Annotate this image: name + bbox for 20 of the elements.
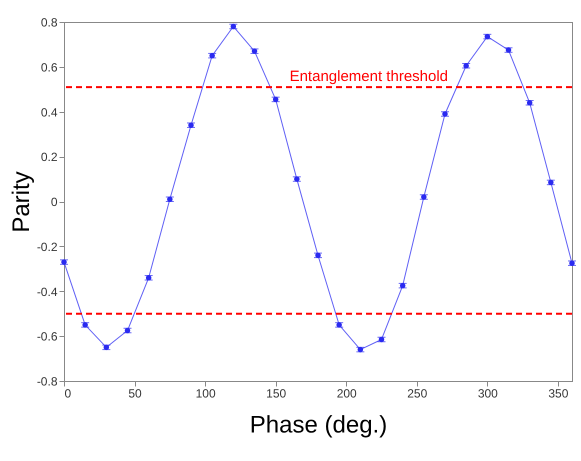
x-axis-title: Phase (deg.) <box>250 412 388 438</box>
x-tick-label: 200 <box>336 386 358 400</box>
y-tick-label: -0.2 <box>36 240 58 254</box>
y-tick-label: 0.8 <box>40 16 58 30</box>
x-tick-label: 150 <box>266 386 286 400</box>
y-tick-label: 0.2 <box>40 150 58 164</box>
x-tick-label: 350 <box>548 386 569 400</box>
y-tick-label: 0 <box>50 195 58 209</box>
y-tick-label: -0.4 <box>36 284 58 299</box>
y-tick-label: -0.8 <box>36 374 58 388</box>
x-tick-label: 0 <box>64 386 72 400</box>
x-tick-label: 250 <box>407 386 428 400</box>
y-tick-label: 0.4 <box>40 105 58 120</box>
y-axis-title: Parity <box>8 171 35 233</box>
y-tick-label: -0.6 <box>36 330 58 344</box>
x-tick-label: 300 <box>478 386 498 400</box>
y-tick-label: 0.6 <box>40 60 58 74</box>
x-tick-label: 100 <box>196 386 216 400</box>
ref-line-label: Entanglement threshold <box>290 68 448 86</box>
x-tick-label: 50 <box>128 386 142 400</box>
